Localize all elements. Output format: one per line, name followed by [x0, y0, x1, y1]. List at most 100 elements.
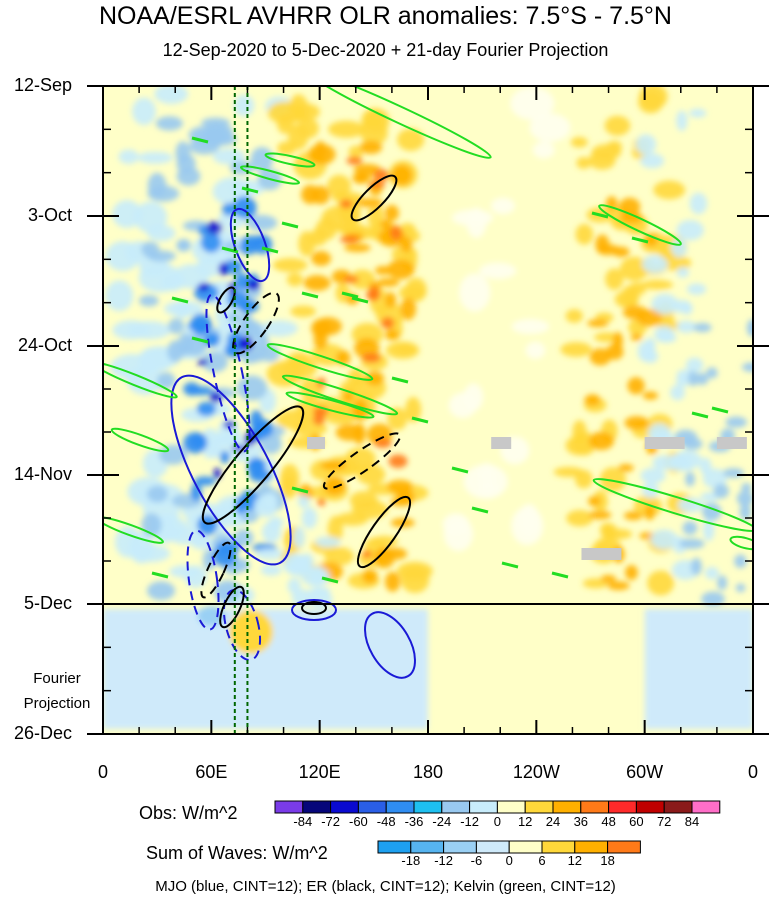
kelvin-contour [103, 516, 164, 544]
waves-colorbar-tick-label: -12 [434, 853, 453, 868]
x-tick-label: 120E [298, 762, 341, 782]
obs-colorbar-swatch [691, 800, 721, 814]
obs-colorbar-swatch [385, 800, 415, 814]
kelvin-contour-dash [351, 296, 369, 304]
obs-colorbar-tick-label: -12 [460, 814, 479, 829]
obs-colorbar-swatch [274, 800, 304, 814]
obs-colorbar-tick-label: 48 [601, 814, 616, 829]
missing-data-patch [581, 548, 622, 560]
obs-colorbar-tick-label: -72 [321, 814, 340, 829]
x-tick-label: 60W [626, 762, 664, 782]
x-tick-label: 0 [97, 762, 108, 782]
obs-colorbar-tick-label: -36 [404, 814, 424, 829]
x-tick-label: 180 [412, 762, 444, 782]
kelvin-contour-dash [451, 466, 469, 474]
obs-colorbar-label: Obs: W/m^2 [139, 803, 238, 823]
x-tick-label: 0 [747, 762, 758, 782]
kelvin-contour-dash [191, 336, 209, 344]
obs-colorbar-tick-label: 84 [684, 814, 700, 829]
kelvin-contour [729, 535, 753, 551]
x-tick-label: 120W [512, 762, 560, 782]
obs-colorbar-swatch [357, 800, 387, 814]
missing-data-patch [644, 437, 685, 449]
y-tick-label: 24-Oct [17, 335, 72, 355]
kelvin-contour-dash [301, 291, 319, 299]
waves-colorbar-swatch [443, 840, 477, 854]
waves-colorbar-swatch [377, 840, 412, 854]
obs-colorbar-tick-label: 60 [629, 814, 644, 829]
obs-colorbar-swatch [413, 800, 443, 814]
colorbars [274, 800, 721, 854]
waves-colorbar-swatch [410, 840, 445, 854]
kelvin-contour-dash [151, 571, 169, 579]
er-contour [301, 601, 327, 615]
obs-colorbar-tick-label: 36 [573, 814, 589, 829]
chart-title: NOAA/ESRL AVHRR OLR anomalies: 7.5°S - 7… [99, 2, 672, 30]
kelvin-contour-dash [471, 506, 489, 514]
kelvin-contour [240, 165, 300, 185]
waves-colorbar-swatch [475, 840, 510, 854]
waves-colorbar-tick-label: 6 [538, 853, 546, 868]
waves-colorbar-swatch [574, 840, 609, 854]
er-contour [216, 286, 236, 314]
missing-data-patch [491, 437, 512, 449]
kelvin-contour-dash [171, 296, 189, 304]
obs-colorbar-tick-label: 72 [656, 814, 672, 829]
mjo-contour [205, 293, 251, 453]
kelvin-contour-dash [221, 246, 239, 254]
kelvin-contour-dash [551, 571, 569, 579]
waves-colorbar-label: Sum of Waves: W/m^2 [146, 843, 328, 863]
y-tick-label: 5-Dec [23, 593, 72, 613]
x-tick-label: 60E [195, 762, 228, 782]
kelvin-contour [308, 86, 492, 159]
y-tick-label: 26-Dec [13, 723, 72, 743]
obs-colorbar-tick-label: -24 [432, 814, 452, 829]
kelvin-contour-dash [691, 411, 709, 419]
chart-subtitle: 12-Sep-2020 to 5-Dec-2020 + 21-day Fouri… [162, 40, 609, 60]
waves-colorbar-tick-label: 18 [600, 853, 615, 868]
kelvin-contour-dash [261, 246, 279, 254]
obs-colorbar-swatch [663, 800, 693, 814]
obs-colorbar-swatch [496, 800, 526, 814]
waves-colorbar-tick-label: -6 [470, 853, 483, 868]
kelvin-contour [110, 427, 170, 453]
waves-colorbar-tick-label: 12 [567, 853, 583, 868]
kelvin-contour-dash [411, 416, 429, 424]
mjo-contour [186, 529, 220, 631]
er-contour [350, 174, 398, 222]
obs-colorbar-tick-label: 0 [493, 814, 501, 829]
kelvin-contour-dash [281, 221, 299, 229]
er-contour [200, 541, 232, 599]
obs-colorbar-swatch [552, 800, 582, 814]
missing-data-patch [716, 437, 747, 449]
obs-colorbar-swatch [524, 800, 554, 814]
wave-contours [103, 86, 753, 734]
kelvin-contour [264, 152, 316, 168]
waves-colorbar-swatch [541, 840, 576, 854]
er-contour [322, 432, 402, 490]
obs-colorbar-swatch [302, 800, 332, 814]
mjo-contour [170, 374, 292, 566]
kelvin-contour-dash [591, 211, 609, 219]
plot-axes [87, 85, 769, 735]
kelvin-contour-dash [321, 576, 339, 584]
projection-label-line1: Fourier [33, 670, 81, 687]
obs-colorbar-swatch [580, 800, 610, 814]
obs-colorbar-tick-label: -60 [348, 814, 368, 829]
kelvin-contour-dash [341, 291, 359, 299]
kelvin-contour [285, 391, 375, 419]
kelvin-contour-dash [711, 406, 729, 414]
kelvin-contour-dash [241, 186, 259, 194]
waves-colorbar-tick-label: -18 [401, 853, 421, 868]
y-tick-label: 14-Nov [13, 464, 72, 484]
obs-colorbar-tick-label: 12 [517, 814, 533, 829]
waves-colorbar-tick-label: 0 [505, 853, 513, 868]
y-tick-label: 12-Sep [13, 75, 72, 95]
kelvin-contour-dash [391, 376, 409, 384]
kelvin-contour [598, 204, 682, 246]
waves-colorbar-swatch [607, 840, 641, 854]
kelvin-contour [592, 477, 753, 533]
olr-anomaly-field [103, 86, 753, 734]
kelvin-contour [266, 343, 374, 381]
missing-data-patch [307, 437, 326, 449]
